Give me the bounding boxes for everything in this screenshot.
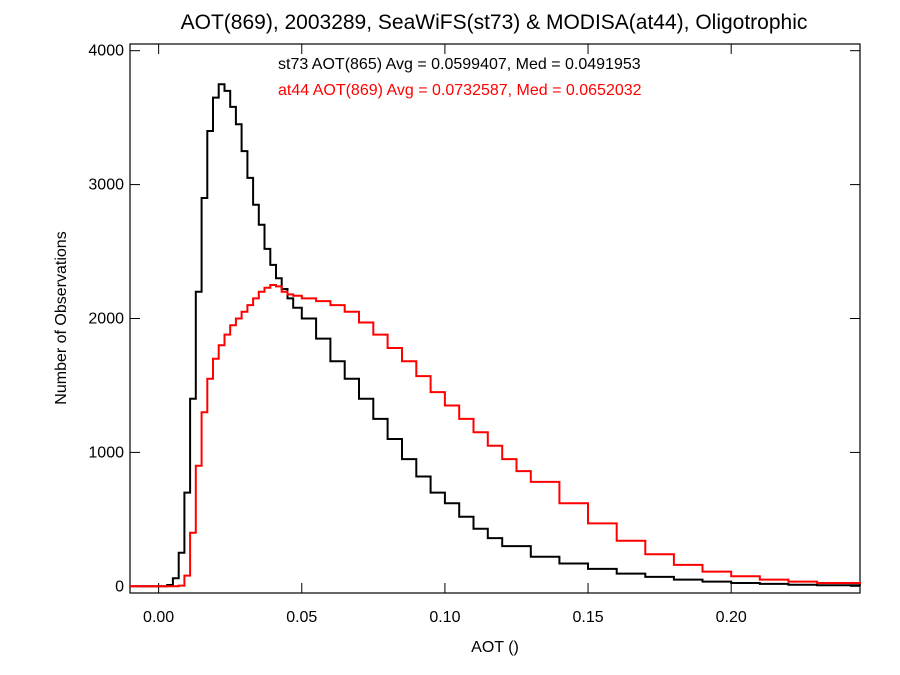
y-tick-label: 3000: [88, 177, 124, 194]
y-axis-ticks: 0 1000 2000 3000 4000: [88, 43, 860, 595]
y-axis-label: Number of Observations: [53, 231, 70, 404]
plot-area: 0.00 0.05 0.10 0.15 0.20 0 1000 2000 3000 4000: [88, 43, 861, 626]
legend-annotation-at44: at44 AOT(869) Avg = 0.0732587, Med = 0.0…: [278, 82, 642, 99]
x-axis-ticks: 0.00 0.05 0.10 0.15 0.20: [143, 44, 747, 626]
x-axis-label: AOT (): [471, 639, 519, 656]
y-tick-label: 1000: [88, 444, 124, 461]
x-tick-label: 0.05: [286, 609, 317, 626]
histogram-lines: [130, 83, 861, 588]
y-tick-label: 2000: [88, 311, 124, 328]
chart-title: AOT(869), 2003289, SeaWiFS(st73) & MODIS…: [181, 11, 808, 34]
x-tick-label: 0.00: [143, 609, 174, 626]
y-tick-label: 0: [115, 578, 124, 595]
x-tick-label: 0.20: [716, 609, 747, 626]
x-tick-label: 0.10: [429, 609, 460, 626]
series-line-st73: [130, 83, 861, 588]
y-tick-label: 4000: [88, 43, 124, 60]
x-tick-label: 0.15: [572, 609, 603, 626]
legend-annotation-st73: st73 AOT(865) Avg = 0.0599407, Med = 0.0…: [278, 56, 641, 73]
series-line-at44: [130, 284, 861, 588]
